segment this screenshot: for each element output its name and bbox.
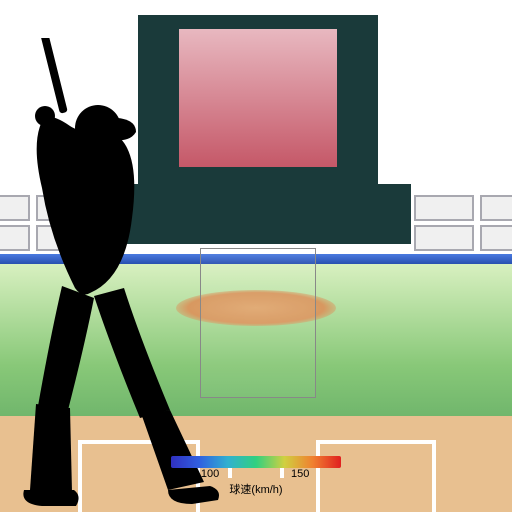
- strike-zone: [200, 248, 316, 398]
- legend-ticks: 100 150: [171, 468, 341, 482]
- seat-block: [480, 195, 512, 221]
- seat-block: [480, 225, 512, 251]
- speed-legend: 100 150 球速(km/h): [171, 456, 341, 506]
- legend-gradient-bar: [171, 456, 341, 468]
- seat-block: [36, 195, 96, 221]
- scoreboard-screen: [178, 28, 338, 168]
- legend-title: 球速(km/h): [171, 481, 341, 497]
- seat-block: [414, 225, 474, 251]
- batters-box-line: [316, 440, 436, 444]
- stands-upper: [0, 195, 512, 223]
- legend-tick: 150: [291, 468, 309, 480]
- seat-block: [414, 195, 474, 221]
- batters-box-line: [432, 440, 436, 512]
- legend-tick: 100: [201, 468, 219, 480]
- batters-box-line: [78, 440, 198, 444]
- seat-block: [0, 195, 30, 221]
- seat-block: [0, 225, 30, 251]
- seat-block: [36, 225, 96, 251]
- batters-box-line: [78, 440, 82, 512]
